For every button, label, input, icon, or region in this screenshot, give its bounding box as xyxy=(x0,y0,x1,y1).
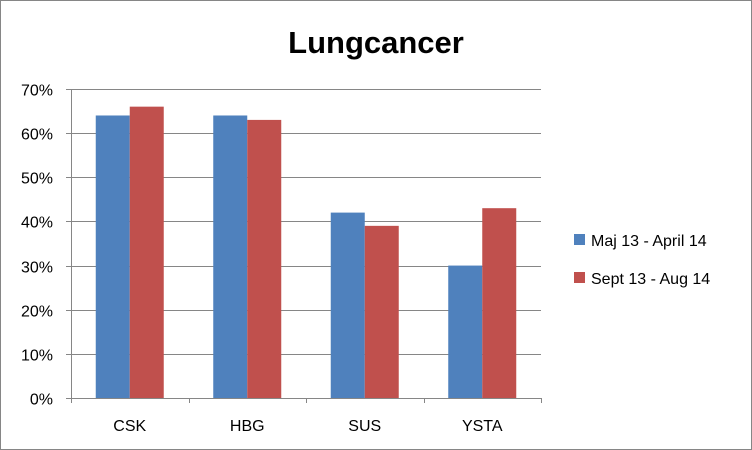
y-tick-label: 0% xyxy=(30,392,53,409)
legend-swatch xyxy=(574,234,585,245)
x-tick-label: CSK xyxy=(113,418,146,435)
y-tick-label: 10% xyxy=(21,348,53,365)
bar-csk-series-1 xyxy=(95,115,130,398)
x-tick-label: SUS xyxy=(348,418,381,435)
x-tick-label: YSTA xyxy=(462,418,503,435)
legend-swatch xyxy=(574,272,585,283)
y-tick-label: 30% xyxy=(21,260,53,277)
y-tick-label: 60% xyxy=(21,127,53,144)
bar-ysta-series-1 xyxy=(448,265,483,398)
y-tick-label: 20% xyxy=(21,304,53,321)
y-tick-label: 50% xyxy=(21,171,53,188)
bar-csk-series-2 xyxy=(129,106,164,399)
bar-ysta-series-2 xyxy=(482,208,517,398)
chart-title: Lungcancer xyxy=(288,25,464,60)
bar-hbg-series-1 xyxy=(213,115,248,398)
bars xyxy=(95,106,517,399)
y-tick-label: 40% xyxy=(21,215,53,232)
legend-label: Maj 13 - April 14 xyxy=(591,233,707,250)
bar-sus-series-2 xyxy=(364,225,399,398)
x-tick-label: HBG xyxy=(230,418,265,435)
legend: Maj 13 - April 14 Sept 13 - Aug 14 xyxy=(574,233,710,288)
legend-label: Sept 13 - Aug 14 xyxy=(591,271,710,288)
y-tick-label: 70% xyxy=(21,83,53,100)
bar-sus-series-1 xyxy=(330,212,365,398)
bar-hbg-series-2 xyxy=(247,119,282,399)
axes: 0% 10% 20% 30% 40% 50% 60% 70% CSK HBG SUS YSTA xyxy=(21,83,542,435)
